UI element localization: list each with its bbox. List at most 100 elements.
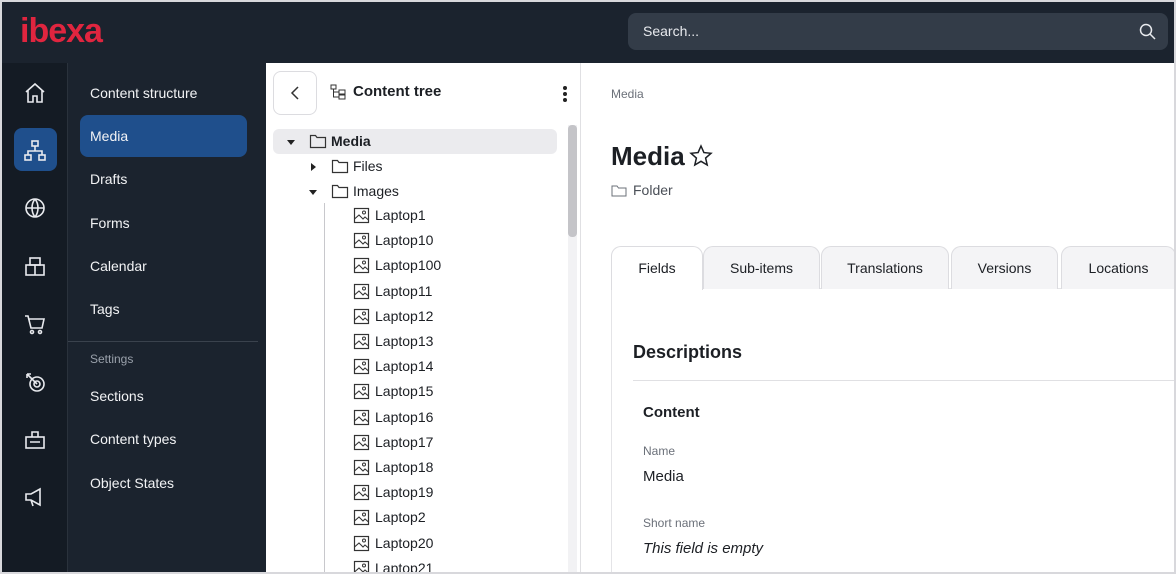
rail-icon-glyph	[25, 487, 41, 507]
image-icon-glyph	[353, 409, 370, 425]
tree-label: Laptop11	[375, 282, 433, 299]
rail-icon[interactable]	[23, 427, 47, 451]
tree-caret-glyph	[309, 190, 317, 195]
logo[interactable]: ibexa	[20, 12, 103, 50]
rail-icon[interactable]	[23, 196, 47, 220]
field-label: Short name	[643, 516, 706, 530]
image-icon-glyph	[353, 258, 370, 274]
tree-row[interactable]: Laptop14	[273, 354, 557, 379]
tree-caret-glyph	[311, 163, 316, 171]
tree-row[interactable]: Laptop2	[273, 505, 557, 530]
nav-item[interactable]: Drafts	[90, 171, 128, 188]
top-bar: ibexa Search...	[2, 2, 1174, 63]
tree-label: Laptop2	[375, 509, 426, 526]
tree-row[interactable]: Images	[273, 179, 557, 204]
tree-row[interactable]: Laptop16	[273, 405, 557, 430]
main-content: Media Media Folder Descriptions Content …	[581, 63, 1174, 572]
tree-guide	[324, 203, 325, 572]
image-icon	[353, 560, 371, 572]
field-value: Media	[643, 468, 684, 485]
scrollbar	[568, 125, 577, 572]
tab[interactable]: Translations	[821, 246, 949, 289]
folder-icon	[611, 185, 627, 197]
nav-item[interactable]: Tags	[90, 301, 120, 317]
tree-label: Media	[331, 133, 371, 149]
image-icon	[353, 383, 371, 400]
tree-label: Laptop17	[375, 433, 434, 450]
image-icon	[353, 358, 371, 375]
tree-label: Laptop1	[375, 207, 426, 223]
search-placeholder: Search...	[643, 23, 700, 39]
folder-icon	[331, 183, 349, 200]
rail-icon[interactable]	[23, 370, 47, 394]
rail-icon[interactable]	[23, 81, 47, 105]
tree-label: Images	[353, 183, 399, 199]
content-type: Folder	[633, 182, 673, 198]
folder-icon-glyph	[331, 184, 349, 199]
tree-title: Content tree	[353, 83, 442, 100]
nav-item[interactable]: Content structure	[90, 85, 198, 101]
rail-icon-glyph	[26, 372, 45, 392]
tree-row[interactable]: Laptop11	[273, 279, 557, 304]
nav-item[interactable]: Sections	[90, 388, 144, 404]
tree-row[interactable]: Laptop20	[273, 531, 557, 556]
image-icon-glyph	[353, 434, 370, 450]
tree-label: Laptop16	[375, 408, 434, 425]
search-box[interactable]: Search...	[628, 13, 1168, 50]
back-button[interactable]	[273, 71, 317, 115]
folder-icon-glyph	[331, 159, 349, 174]
scroll-thumb[interactable]	[568, 125, 577, 237]
image-icon-glyph	[353, 283, 370, 299]
tree-menu[interactable]	[562, 85, 568, 103]
image-icon-glyph	[353, 308, 370, 324]
image-icon-glyph	[353, 384, 370, 400]
tree-row[interactable]: Laptop10	[273, 228, 557, 253]
tree-row[interactable]: Laptop13	[273, 329, 557, 354]
nav-item[interactable]: Calendar	[90, 257, 147, 274]
tree-caret-glyph	[287, 140, 295, 145]
tree-row[interactable]: Laptop21	[273, 556, 557, 572]
icon-rail	[2, 63, 68, 572]
nav-item[interactable]: Forms	[90, 214, 130, 231]
tree-label: Laptop12	[375, 307, 434, 324]
tree-row[interactable]: Media	[273, 129, 557, 154]
tree-caret	[309, 188, 317, 196]
rail-icon-glyph	[25, 198, 45, 219]
tree-row[interactable]: Laptop17	[273, 430, 557, 455]
tree-row[interactable]: Laptop19	[273, 480, 557, 505]
image-icon-glyph	[353, 459, 370, 476]
image-icon	[353, 333, 371, 350]
search-icon[interactable]	[1139, 23, 1156, 40]
section-divider	[633, 380, 1174, 381]
rail-icon[interactable]	[23, 254, 47, 278]
tree-row[interactable]: Laptop15	[273, 379, 557, 404]
page-title: Media	[611, 141, 685, 171]
nav-item[interactable]: Media	[80, 115, 247, 158]
tree-label: Files	[353, 158, 383, 174]
image-icon	[353, 232, 371, 249]
tab[interactable]: Sub-items	[703, 246, 820, 289]
tree-row[interactable]: Laptop12	[273, 304, 557, 329]
image-icon-glyph	[353, 510, 370, 526]
content-tree: Content tree Media Files Images Laptop1 Lapt…	[266, 63, 581, 572]
rail-icon[interactable]	[23, 312, 47, 336]
nav-item[interactable]: Content types	[90, 431, 177, 448]
tree-row[interactable]: Laptop1	[273, 203, 557, 228]
breadcrumb[interactable]: Media	[611, 87, 644, 101]
tab[interactable]: Versions	[951, 246, 1058, 289]
tab[interactable]: Locations	[1061, 246, 1174, 289]
tab[interactable]: Fields	[611, 246, 703, 290]
image-icon-glyph	[353, 207, 370, 224]
image-icon	[353, 509, 371, 526]
field-value: This field is empty	[643, 540, 764, 557]
bookmark-star[interactable]	[689, 144, 713, 168]
nav-item[interactable]: Object States	[90, 474, 175, 491]
tree-row[interactable]: Files	[273, 154, 557, 179]
tree-row[interactable]: Laptop18	[273, 455, 557, 480]
rail-icon[interactable]	[23, 139, 47, 163]
tree-row[interactable]: Laptop100	[273, 253, 557, 278]
image-icon-glyph	[353, 560, 370, 572]
tree-caret	[309, 163, 317, 171]
rail-icon[interactable]	[23, 485, 47, 509]
image-icon	[353, 434, 371, 451]
